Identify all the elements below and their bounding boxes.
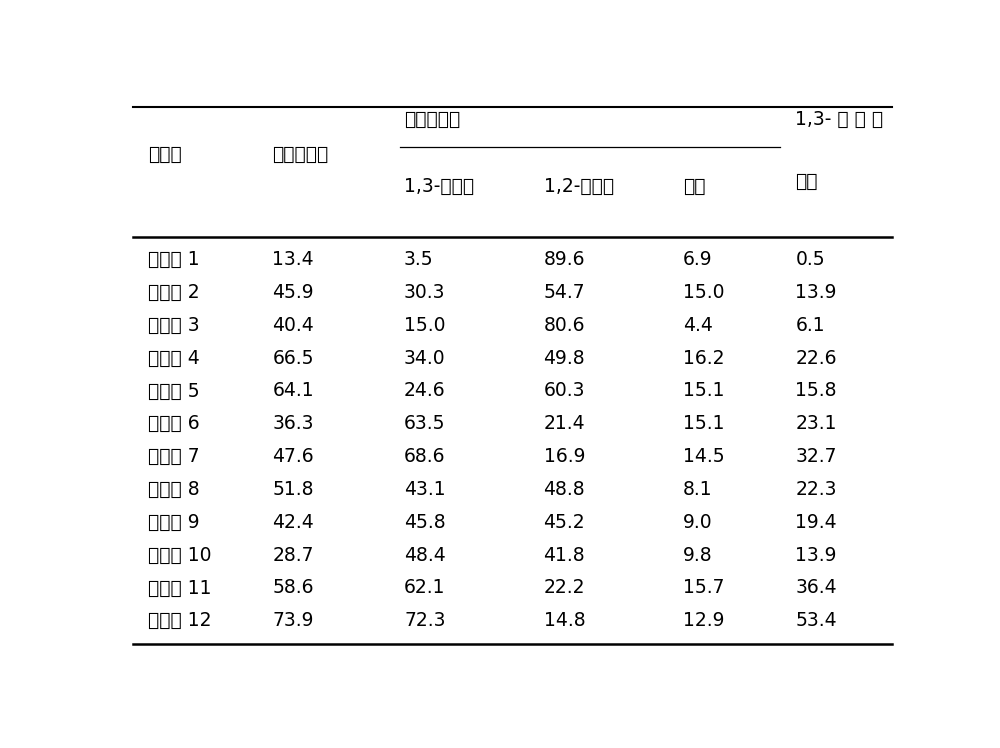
Text: 40.4: 40.4 — [272, 316, 314, 335]
Text: 49.8: 49.8 — [544, 349, 585, 368]
Text: 实施例 9: 实施例 9 — [148, 513, 200, 532]
Text: 41.8: 41.8 — [544, 545, 585, 565]
Text: 54.7: 54.7 — [544, 283, 585, 302]
Text: 实施例 7: 实施例 7 — [148, 447, 200, 466]
Text: 22.6: 22.6 — [795, 349, 837, 368]
Text: 实施例 5: 实施例 5 — [148, 381, 200, 400]
Text: 15.7: 15.7 — [683, 578, 724, 598]
Text: 6.1: 6.1 — [795, 316, 825, 335]
Text: 9.8: 9.8 — [683, 545, 713, 565]
Text: 64.1: 64.1 — [272, 381, 314, 400]
Text: 收率: 收率 — [795, 172, 818, 191]
Text: 36.3: 36.3 — [272, 414, 314, 433]
Text: 51.8: 51.8 — [272, 480, 314, 499]
Text: 45.9: 45.9 — [272, 283, 314, 302]
Text: 13.4: 13.4 — [272, 250, 314, 269]
Text: 89.6: 89.6 — [544, 250, 585, 269]
Text: 24.6: 24.6 — [404, 381, 446, 400]
Text: 53.4: 53.4 — [795, 611, 837, 631]
Text: 60.3: 60.3 — [544, 381, 585, 400]
Text: 6.9: 6.9 — [683, 250, 713, 269]
Text: 15.0: 15.0 — [404, 316, 446, 335]
Text: 73.9: 73.9 — [272, 611, 314, 631]
Text: 23.1: 23.1 — [795, 414, 837, 433]
Text: 22.2: 22.2 — [544, 578, 585, 598]
Text: 72.3: 72.3 — [404, 611, 446, 631]
Text: 48.4: 48.4 — [404, 545, 446, 565]
Text: 14.5: 14.5 — [683, 447, 725, 466]
Text: 48.8: 48.8 — [544, 480, 585, 499]
Text: 15.1: 15.1 — [683, 381, 724, 400]
Text: 63.5: 63.5 — [404, 414, 446, 433]
Text: 47.6: 47.6 — [272, 447, 314, 466]
Text: 4.4: 4.4 — [683, 316, 713, 335]
Text: 19.4: 19.4 — [795, 513, 837, 532]
Text: 45.2: 45.2 — [544, 513, 585, 532]
Text: 实施例 8: 实施例 8 — [148, 480, 200, 499]
Text: 9.0: 9.0 — [683, 513, 713, 532]
Text: 12.9: 12.9 — [683, 611, 724, 631]
Text: 32.7: 32.7 — [795, 447, 837, 466]
Text: 8.1: 8.1 — [683, 480, 713, 499]
Text: 28.7: 28.7 — [272, 545, 314, 565]
Text: 36.4: 36.4 — [795, 578, 837, 598]
Text: 16.2: 16.2 — [683, 349, 724, 368]
Text: 13.9: 13.9 — [795, 283, 837, 302]
Text: 实施例 10: 实施例 10 — [148, 545, 212, 565]
Text: 实施例: 实施例 — [148, 145, 182, 164]
Text: 实施例 3: 实施例 3 — [148, 316, 200, 335]
Text: 58.6: 58.6 — [272, 578, 314, 598]
Text: 0.5: 0.5 — [795, 250, 825, 269]
Text: 16.9: 16.9 — [544, 447, 585, 466]
Text: 22.3: 22.3 — [795, 480, 837, 499]
Text: 42.4: 42.4 — [272, 513, 314, 532]
Text: 实施例 4: 实施例 4 — [148, 349, 200, 368]
Text: 实施例 2: 实施例 2 — [148, 283, 200, 302]
Text: 甘油转化率: 甘油转化率 — [272, 145, 328, 164]
Text: 62.1: 62.1 — [404, 578, 446, 598]
Text: 30.3: 30.3 — [404, 283, 446, 302]
Text: 45.8: 45.8 — [404, 513, 446, 532]
Text: 其他: 其他 — [683, 177, 706, 195]
Text: 产物选择性: 产物选择性 — [404, 110, 460, 129]
Text: 15.8: 15.8 — [795, 381, 837, 400]
Text: 3.5: 3.5 — [404, 250, 434, 269]
Text: 15.0: 15.0 — [683, 283, 724, 302]
Text: 1,2-丙二醇: 1,2-丙二醇 — [544, 177, 614, 195]
Text: 实施例 11: 实施例 11 — [148, 578, 212, 598]
Text: 14.8: 14.8 — [544, 611, 585, 631]
Text: 21.4: 21.4 — [544, 414, 585, 433]
Text: 1,3-丙二醇: 1,3-丙二醇 — [404, 177, 474, 195]
Text: 实施例 12: 实施例 12 — [148, 611, 212, 631]
Text: 实施例 6: 实施例 6 — [148, 414, 200, 433]
Text: 1,3- 丙 二 醇: 1,3- 丙 二 醇 — [795, 110, 884, 129]
Text: 68.6: 68.6 — [404, 447, 446, 466]
Text: 66.5: 66.5 — [272, 349, 314, 368]
Text: 15.1: 15.1 — [683, 414, 724, 433]
Text: 13.9: 13.9 — [795, 545, 837, 565]
Text: 实施例 1: 实施例 1 — [148, 250, 200, 269]
Text: 43.1: 43.1 — [404, 480, 446, 499]
Text: 34.0: 34.0 — [404, 349, 446, 368]
Text: 80.6: 80.6 — [544, 316, 585, 335]
